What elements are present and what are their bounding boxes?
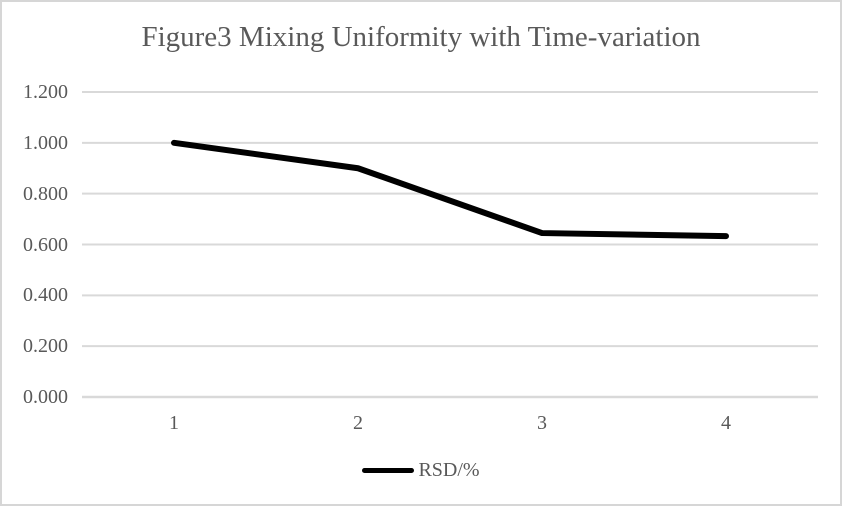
legend-line-swatch: [362, 467, 415, 473]
y-tick-label: 0.800: [23, 182, 68, 205]
y-tick-label: 0.600: [23, 233, 68, 256]
x-tick-label: 1: [169, 412, 179, 434]
y-tick-label: 0.000: [23, 386, 68, 408]
rsd-series-line: [171, 139, 729, 240]
y-tick-label: 1.200: [23, 81, 68, 103]
y-tick-label: 0.400: [23, 284, 68, 307]
chart-title: Figure3 Mixing Uniformity with Time-vari…: [141, 21, 701, 53]
x-tick-label: 3: [537, 412, 547, 434]
legend-series-label: RSD/%: [418, 459, 480, 481]
x-tick-label: 4: [721, 412, 731, 434]
y-tick-label: 0.200: [23, 335, 68, 358]
legend: RSD/%: [2, 458, 840, 482]
y-tick-label: 1.000: [23, 131, 68, 154]
x-tick-label: 2: [353, 412, 363, 434]
